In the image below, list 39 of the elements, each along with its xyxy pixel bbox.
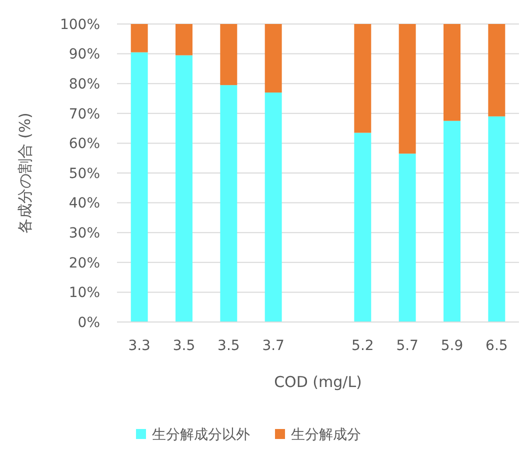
legend-label: 生分解成分以外 bbox=[152, 427, 250, 443]
y-tick-label: 30% bbox=[68, 226, 100, 242]
x-tick-label: 3.7 bbox=[262, 338, 284, 354]
bar bbox=[354, 132, 372, 322]
x-tick-label: 3.3 bbox=[128, 338, 150, 354]
x-tick-label: 5.7 bbox=[396, 338, 418, 354]
y-tick-label: 10% bbox=[68, 285, 100, 302]
y-tick-label: 0% bbox=[78, 314, 100, 331]
bar bbox=[398, 154, 416, 322]
x-tick-label: 3.5 bbox=[218, 338, 240, 354]
bar bbox=[398, 24, 416, 154]
x-axis-title: COD (mg/L) bbox=[274, 373, 362, 391]
legend-label: 生分解成分 bbox=[291, 427, 361, 443]
y-tick-label: 20% bbox=[68, 255, 100, 272]
bar bbox=[220, 85, 238, 322]
y-tick-label: 90% bbox=[68, 46, 100, 63]
bar bbox=[488, 116, 506, 322]
x-tick-label: 5.2 bbox=[352, 338, 374, 354]
bar bbox=[176, 24, 192, 56]
bar bbox=[444, 24, 460, 121]
y-tick-label: 40% bbox=[68, 196, 100, 212]
bar bbox=[130, 24, 148, 52]
y-tick-label: 100% bbox=[60, 16, 100, 33]
bar bbox=[264, 24, 282, 93]
bar bbox=[354, 24, 372, 133]
bar bbox=[176, 55, 192, 322]
bar bbox=[220, 24, 238, 86]
y-axis-title: 各成分の割合 (%) bbox=[16, 112, 34, 234]
y-tick-label: 60% bbox=[68, 136, 100, 152]
x-tick-label: 5.9 bbox=[440, 338, 464, 354]
bar bbox=[130, 52, 148, 322]
bar bbox=[488, 24, 506, 116]
bar bbox=[264, 92, 282, 322]
x-tick-label: 6.5 bbox=[486, 338, 508, 354]
bar bbox=[444, 120, 460, 322]
y-tick-label: 70% bbox=[68, 106, 100, 122]
y-tick-label: 50% bbox=[68, 166, 100, 182]
y-tick-label: 80% bbox=[68, 76, 100, 92]
x-tick-label: 3.5 bbox=[172, 338, 196, 354]
